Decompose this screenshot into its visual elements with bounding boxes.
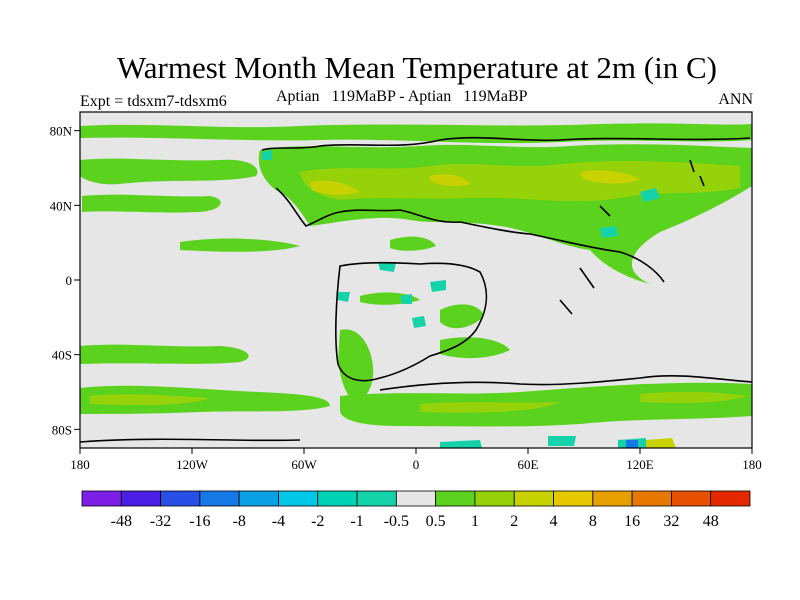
- colorbar-swatch: [395, 490, 437, 507]
- contour-1-2-south-b: [80, 385, 330, 414]
- longitude-axis: 180 120W 60W 0 60E 120E 180: [70, 448, 762, 472]
- contour-cool-tropics: [262, 150, 660, 448]
- colorbar-label: 0.5: [426, 513, 446, 530]
- colorbar-label: -16: [189, 513, 210, 530]
- temperature-field: [80, 123, 752, 448]
- contour-1-2-mideast: [440, 337, 510, 359]
- coast-islands: [559, 159, 705, 315]
- colorbar-label: -0.5: [384, 513, 409, 530]
- colorbar-label: 2: [510, 513, 518, 530]
- colorbar-swatch: [81, 490, 122, 507]
- contour-1-2-south-gondwana: [338, 329, 374, 404]
- colorbar-label: 4: [550, 513, 558, 530]
- colorbar-label: -8: [233, 513, 246, 530]
- coastlines: [80, 136, 752, 443]
- colorbar-swatch: [238, 490, 279, 507]
- colorbar-swatch: [474, 490, 515, 507]
- colorbar-swatch: [356, 490, 397, 507]
- lat-tick-label: 80N: [50, 124, 73, 139]
- colorbar-label: 48: [703, 513, 719, 530]
- contour-2-4-south-c: [420, 391, 748, 413]
- colorbar-swatch: [435, 490, 476, 507]
- colorbar-swatch: [553, 490, 594, 507]
- contour-4-8-laurasia: [310, 170, 640, 195]
- contour-blue-patch: [626, 440, 638, 448]
- season-label: ANN: [718, 91, 753, 108]
- colorbar-swatch: [199, 490, 240, 507]
- colorbar-swatch: [710, 490, 751, 507]
- coast-laurasia: [261, 136, 751, 283]
- contour-1-2-south-a: [80, 344, 249, 364]
- colorbar-label: 1: [471, 513, 479, 530]
- contour-1-2-tropics-a: [390, 236, 436, 251]
- colorbar-label: -2: [311, 513, 324, 530]
- contour-1-2-pacific-c: [180, 238, 300, 252]
- lon-tick-label: 120E: [626, 457, 654, 472]
- colorbar-swatch: [120, 490, 161, 507]
- coast-south: [80, 375, 752, 443]
- colorbar-swatch: [631, 490, 672, 507]
- colorbar-swatch: [513, 490, 554, 507]
- lon-tick-label: 0: [413, 457, 420, 472]
- colorbar-swatch: [160, 490, 201, 507]
- lon-tick-label: 180: [70, 457, 90, 472]
- colorbar: -48 -32 -16 -8 -4 -2 -1 -0.5 0.5 1 2 4 8 16 32 48: [81, 490, 751, 530]
- colorbar-label: -4: [272, 513, 285, 530]
- colorbar-label: -1: [350, 513, 363, 530]
- colorbar-label: -32: [150, 513, 171, 530]
- lon-tick-label: 60W: [291, 457, 317, 472]
- lat-tick-label: 0: [66, 273, 73, 288]
- colorbar-swatch: [317, 490, 358, 507]
- plot-title: Warmest Month Mean Temperature at 2m (in…: [117, 50, 717, 85]
- lon-tick-label: 180: [742, 457, 762, 472]
- lat-tick-label: 40N: [50, 198, 73, 213]
- contour-1-2-tropics-b: [440, 304, 484, 329]
- contour-2-4-laurasia: [300, 160, 740, 202]
- lat-tick-label: 40S: [52, 348, 72, 363]
- colorbar-swatch: [278, 490, 319, 507]
- contour-1-2-pacific-b: [82, 194, 221, 213]
- lon-tick-label: 120W: [176, 457, 209, 472]
- lon-tick-label: 60E: [518, 457, 539, 472]
- coast-gondwana: [335, 261, 488, 382]
- contour-1-2-pacific-a: [80, 158, 258, 185]
- experiment-label: Expt = tdsxm7-tdsxm6: [80, 93, 227, 110]
- period-label: Aptian 119MaBP - Aptian 119MaBP: [276, 88, 528, 105]
- lat-tick-label: 80S: [52, 422, 72, 437]
- colorbar-label: 16: [624, 513, 640, 530]
- colorbar-swatch: [592, 490, 633, 507]
- colorbar-swatch: [671, 490, 712, 507]
- colorbar-label: 8: [589, 513, 597, 530]
- contour-2-4-south-b: [90, 394, 210, 406]
- latitude-axis: 80N 40N 0 40S 80S: [50, 124, 80, 437]
- contour-4-8-south-pole: [646, 438, 676, 448]
- colorbar-label: -48: [111, 513, 132, 530]
- colorbar-label: 32: [663, 513, 679, 530]
